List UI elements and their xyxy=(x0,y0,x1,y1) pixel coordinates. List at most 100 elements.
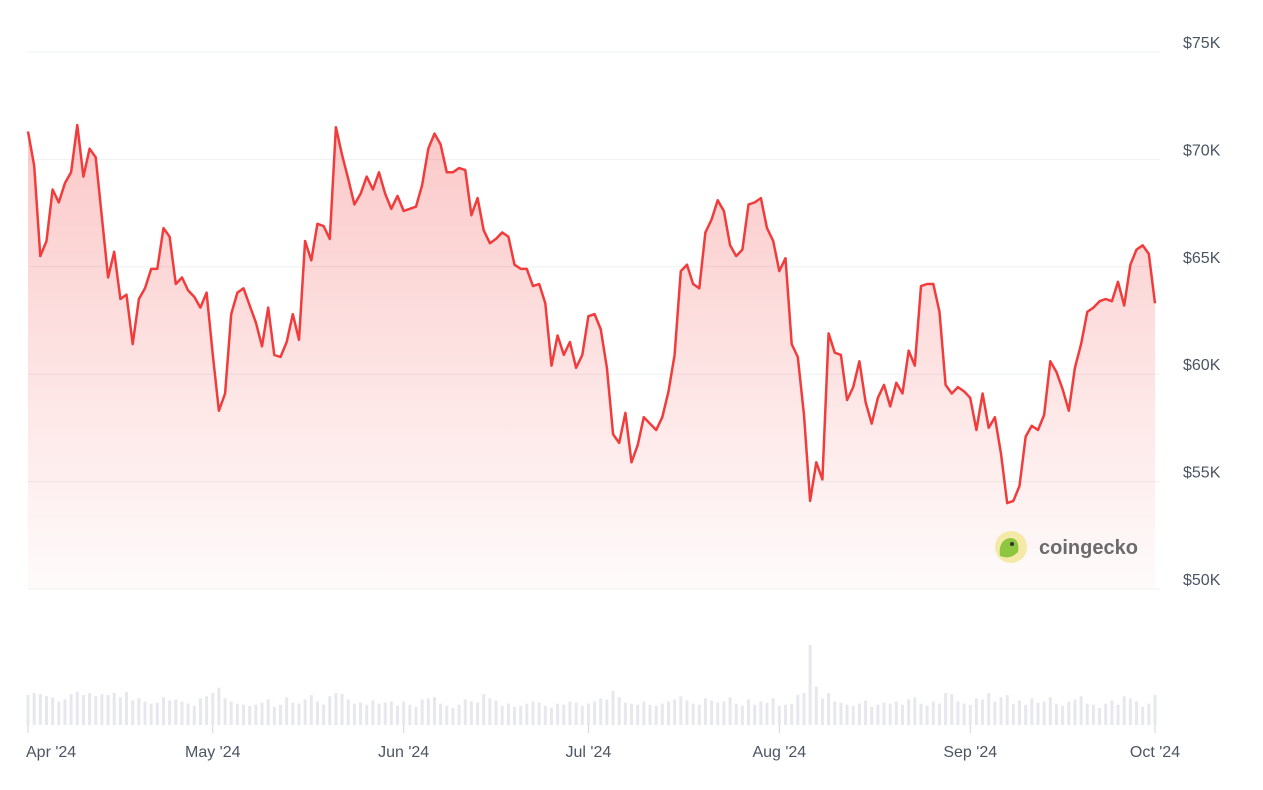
volume-bar xyxy=(161,697,165,725)
volume-bar xyxy=(211,693,215,725)
x-tick-label: Aug '24 xyxy=(752,744,806,761)
volume-bar xyxy=(106,695,110,725)
volume-bar xyxy=(814,686,818,725)
volume-bar xyxy=(907,699,911,725)
volume-bar xyxy=(1048,697,1052,725)
volume-bar xyxy=(851,705,855,725)
volume-bar xyxy=(223,698,227,725)
volume-bar xyxy=(981,699,985,725)
volume-bar xyxy=(334,693,338,725)
volume-bar xyxy=(870,706,874,725)
volume-bar xyxy=(562,704,566,725)
volume-bar xyxy=(149,703,153,725)
volume-bar xyxy=(999,697,1003,725)
volume-bar xyxy=(968,704,972,725)
volume-bar xyxy=(543,705,547,725)
volume-bar xyxy=(100,694,104,725)
area-fill xyxy=(28,125,1155,589)
volume-bar xyxy=(685,700,689,725)
volume-bar xyxy=(568,701,572,725)
volume-bar xyxy=(593,701,597,725)
y-tick-label: $55K xyxy=(1183,465,1221,482)
volume-bar xyxy=(759,701,763,725)
volume-bar xyxy=(864,700,868,725)
volume-bar xyxy=(396,705,400,725)
volume-bar xyxy=(186,703,190,725)
volume-bar xyxy=(408,704,412,725)
volume-bar xyxy=(260,702,264,725)
volume-bar xyxy=(660,703,664,725)
volume-bar xyxy=(32,693,36,725)
volume-bar xyxy=(494,700,498,725)
volume-bar xyxy=(1011,703,1015,725)
volume-bar xyxy=(796,695,800,725)
volume-bar xyxy=(1061,705,1065,725)
volume-bar xyxy=(94,696,98,725)
volume-bar xyxy=(69,694,73,725)
volume-bar xyxy=(432,697,436,725)
volume-bar xyxy=(1085,703,1089,725)
volume-bar xyxy=(679,696,683,725)
x-tick-label: Oct '24 xyxy=(1130,744,1180,761)
volume-bar xyxy=(937,703,941,725)
volume-bar xyxy=(611,690,615,725)
volume-bar xyxy=(974,698,978,725)
volume-bar xyxy=(556,703,560,725)
volume-bar xyxy=(469,701,473,725)
y-tick-label: $75K xyxy=(1183,35,1221,52)
volume-bar xyxy=(229,701,233,725)
volume-bar xyxy=(956,701,960,725)
volume-bar xyxy=(1116,704,1120,725)
volume-bar xyxy=(389,701,393,725)
volume-bar xyxy=(402,701,406,725)
volume-bar xyxy=(525,703,529,725)
volume-bar xyxy=(1018,700,1022,725)
volume-bar xyxy=(414,706,418,725)
volume-bar xyxy=(919,703,923,725)
volume-bar xyxy=(1067,701,1071,725)
price-line xyxy=(26,123,1157,505)
volume-bar xyxy=(377,703,381,725)
volume-bar xyxy=(802,693,806,725)
volume-bar xyxy=(57,701,61,725)
volume-bar xyxy=(125,691,129,725)
volume-bar xyxy=(901,704,905,725)
volume-bar xyxy=(1104,703,1108,725)
x-tick-label: Sep '24 xyxy=(943,744,997,761)
volume-bar xyxy=(722,701,726,725)
volume-bar xyxy=(783,704,787,725)
volume-bar xyxy=(506,703,510,725)
volume-bar xyxy=(728,697,732,725)
volume-bar xyxy=(666,701,670,725)
volume-bar xyxy=(205,696,209,725)
volume-bar xyxy=(266,699,270,725)
volume-bar xyxy=(1024,704,1028,725)
volume-bar xyxy=(808,645,812,725)
x-tick-label: Jul '24 xyxy=(566,744,612,761)
volume-bar xyxy=(734,703,738,725)
volume-bar xyxy=(820,698,824,725)
volume-bar xyxy=(155,702,159,725)
volume-bar xyxy=(987,693,991,725)
volume-bar xyxy=(586,703,590,725)
volume-bar xyxy=(913,697,917,725)
volume-bar xyxy=(513,706,517,725)
volume-bar xyxy=(894,701,898,725)
volume-bar xyxy=(482,694,486,725)
volume-bar xyxy=(580,705,584,725)
volume-bar xyxy=(309,695,313,725)
volume-bar xyxy=(777,705,781,725)
volume-bar xyxy=(549,707,553,725)
volume-bar xyxy=(383,702,387,725)
watermark-logo-head xyxy=(999,538,1019,558)
watermark-logo-eye xyxy=(1010,542,1014,546)
volume-bar xyxy=(753,704,757,725)
volume-bar xyxy=(118,697,122,725)
volume-bar xyxy=(476,702,480,725)
volume-bar xyxy=(322,704,326,725)
volume-bar xyxy=(648,704,652,725)
volume-bar xyxy=(500,705,504,725)
volume-bar xyxy=(420,699,424,725)
volume-bar xyxy=(365,704,369,725)
volume-bar xyxy=(845,704,849,725)
